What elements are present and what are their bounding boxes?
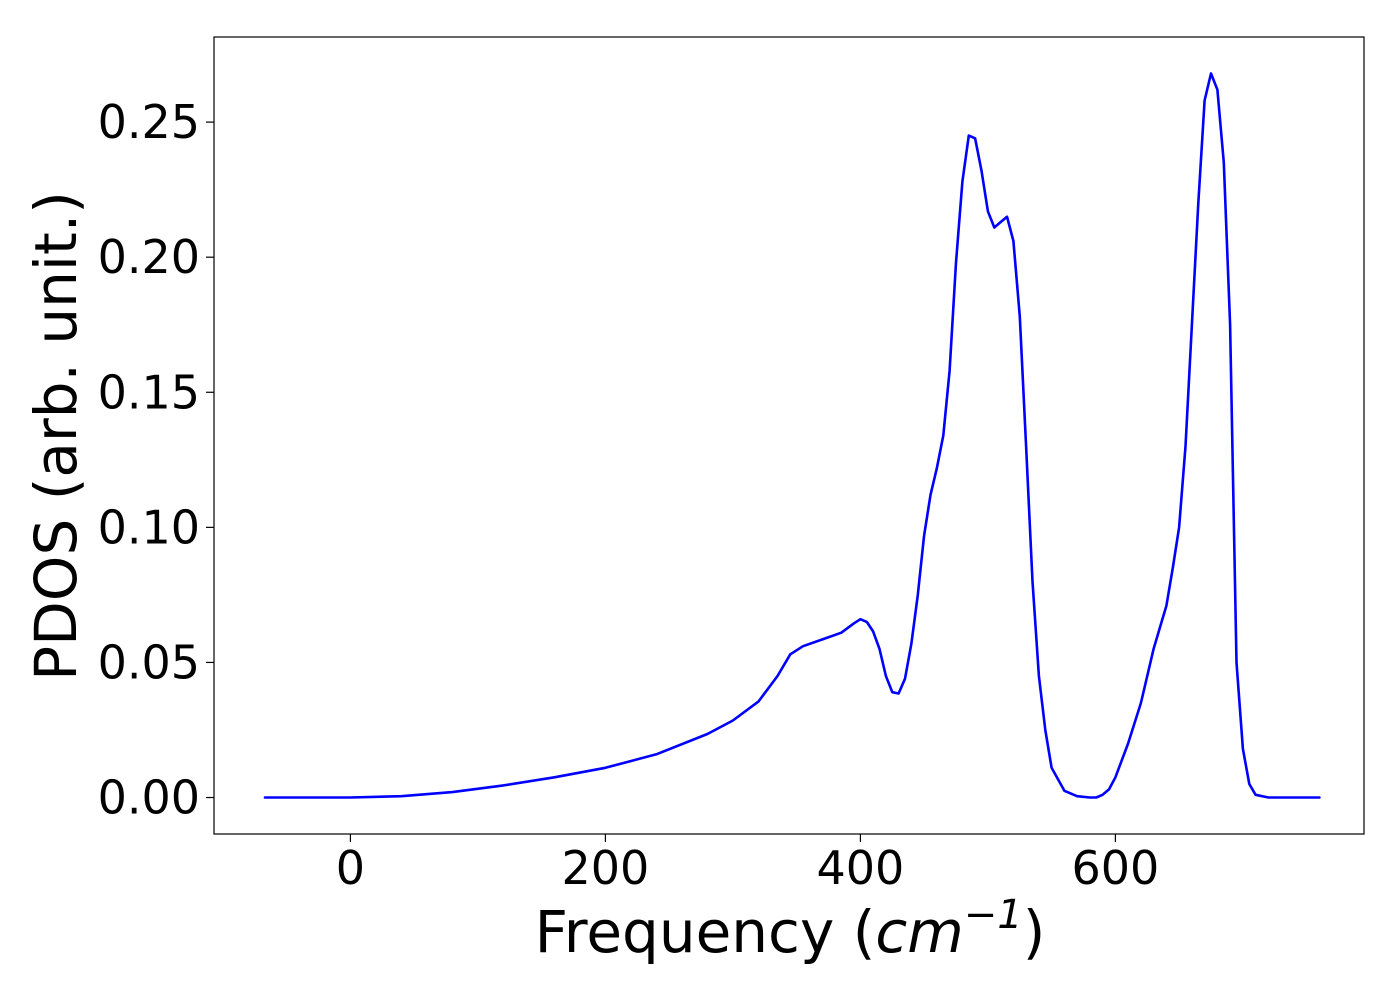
x-tick-label: 400	[816, 841, 904, 895]
plot-frame	[213, 36, 1365, 835]
x-axis-label: Frequency (cm−1)	[535, 892, 1046, 966]
y-tick-label: 0.25	[98, 95, 200, 149]
y-tick-label: 0.20	[98, 230, 200, 284]
pdos-series-line	[263, 72, 1321, 799]
y-tick-label: 0.00	[98, 771, 200, 825]
y-tick-label: 0.05	[98, 635, 200, 689]
y-tick-label: 0.10	[98, 500, 200, 554]
x-axis-label-close-paren: )	[1023, 898, 1046, 966]
x-tick-label: 600	[1071, 841, 1159, 895]
x-axis-label-unit-exponent: −1	[964, 892, 1023, 938]
x-tick-label: 200	[562, 841, 650, 895]
ticks-layer: 0 200 400 600 0.00 0.05 0.10 0.15 0.20 0.25	[98, 95, 1160, 895]
x-tick-label: 0	[336, 841, 365, 895]
x-axis-label-open-paren: (	[853, 898, 876, 966]
y-tick-label: 0.15	[98, 365, 200, 419]
y-axis-label: PDOS (arb. unit.)	[22, 191, 90, 681]
x-axis-label-unit: cm	[875, 898, 963, 966]
x-axis-label-text: Frequency	[535, 898, 835, 966]
